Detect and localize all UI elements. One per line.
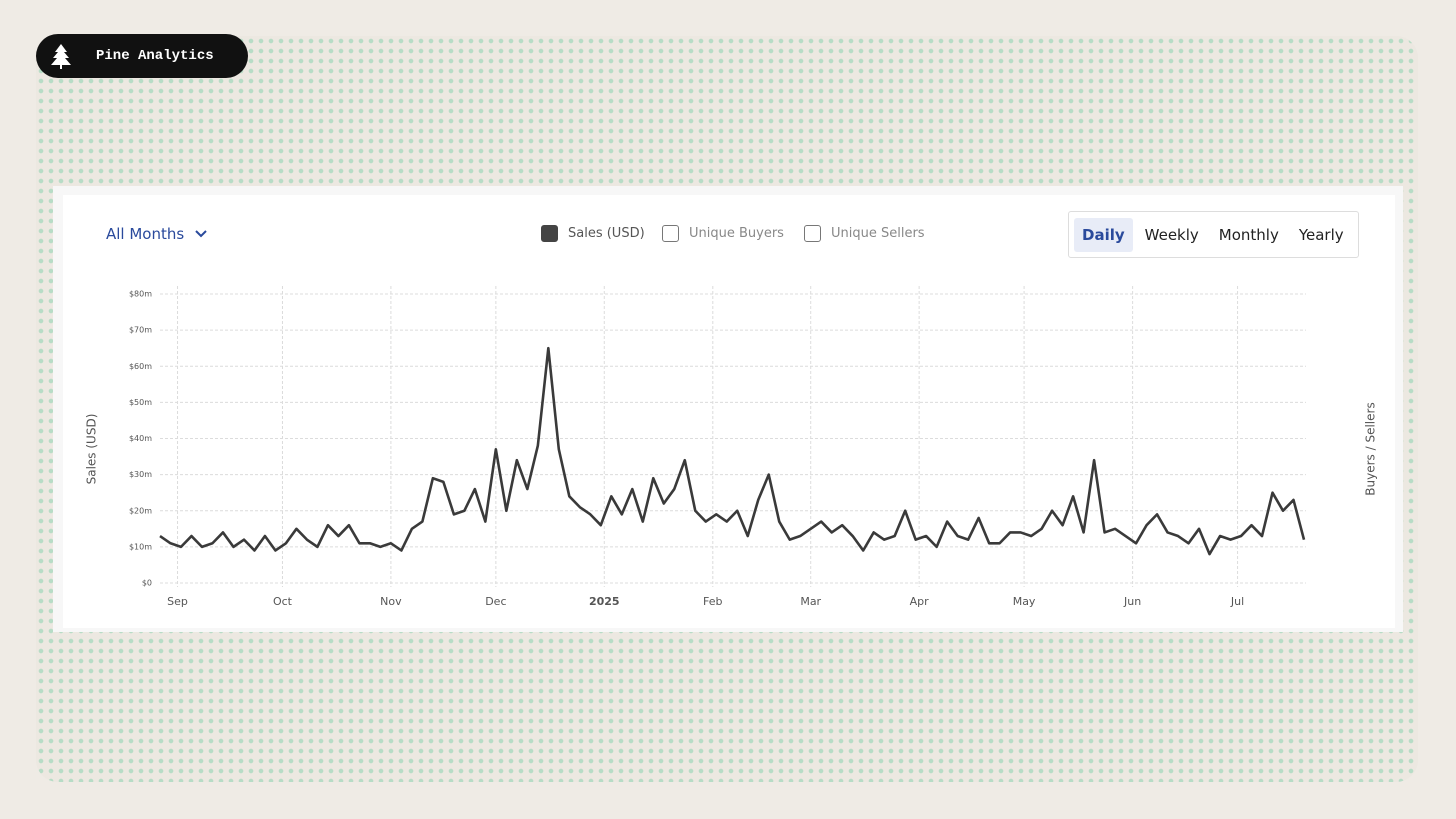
toggle-label: Unique Sellers [831, 226, 925, 241]
x-tick-label: Jul [1230, 595, 1244, 608]
y-axis-label: Sales (USD) [85, 414, 99, 485]
x-tick-label: 2025 [589, 595, 620, 608]
period-button[interactable]: Weekly [1144, 225, 1199, 244]
x-tick-label: May [1013, 595, 1036, 608]
brand-name: Pine Analytics [96, 48, 214, 64]
logo [51, 44, 71, 69]
x-tick-label: Nov [380, 595, 402, 608]
x-tick-label: Sep [167, 595, 188, 608]
y2-axis-label: Buyers / Sellers [1364, 402, 1378, 495]
toggle-label: Unique Buyers [689, 226, 784, 241]
period-button[interactable]: Yearly [1298, 225, 1344, 244]
y-tick-label: $10m [129, 542, 152, 551]
checkbox [804, 225, 821, 242]
chart-card: All Months Sales (USD) Unique Buyers Uni… [53, 186, 1403, 632]
legend-label: Sales (USD) [568, 226, 645, 241]
range-label: All Months [106, 225, 185, 243]
y-tick-label: $70m [129, 326, 152, 335]
toggle[interactable]: Unique Buyers [662, 225, 784, 242]
period-selector: Daily Weekly Monthly Yearly [1068, 211, 1359, 258]
y-tick-label: $50m [129, 398, 152, 407]
x-tick-label: Apr [910, 595, 930, 608]
checkbox [541, 225, 558, 242]
chart-panel: All Months Sales (USD) Unique Buyers Uni… [63, 195, 1395, 628]
y-tick-label: $0 [142, 579, 152, 588]
chevron [195, 230, 207, 238]
range-dropdown[interactable]: All Months [106, 225, 207, 243]
x-tick-label: Jun [1123, 595, 1141, 608]
y-tick-label: $20m [129, 506, 152, 515]
toggle[interactable]: Unique Sellers [804, 225, 925, 242]
y-tick-label: $60m [129, 362, 152, 371]
x-tick-label: Feb [703, 595, 722, 608]
checkbox [662, 225, 679, 242]
legend-toggle[interactable]: Sales (USD) [541, 225, 645, 242]
x-tick-label: Oct [273, 595, 293, 608]
period-button[interactable]: Monthly [1218, 225, 1279, 244]
x-tick-label: Mar [800, 595, 821, 608]
brand-badge[interactable]: Pine Analytics [36, 34, 248, 78]
y-tick-label: $30m [129, 470, 152, 479]
x-tick-label: Dec [485, 595, 506, 608]
y-tick-label: $40m [129, 434, 152, 443]
period-button[interactable]: Daily [1074, 217, 1133, 252]
y-tick-label: $80m [129, 290, 152, 299]
line-series [159, 346, 1306, 556]
